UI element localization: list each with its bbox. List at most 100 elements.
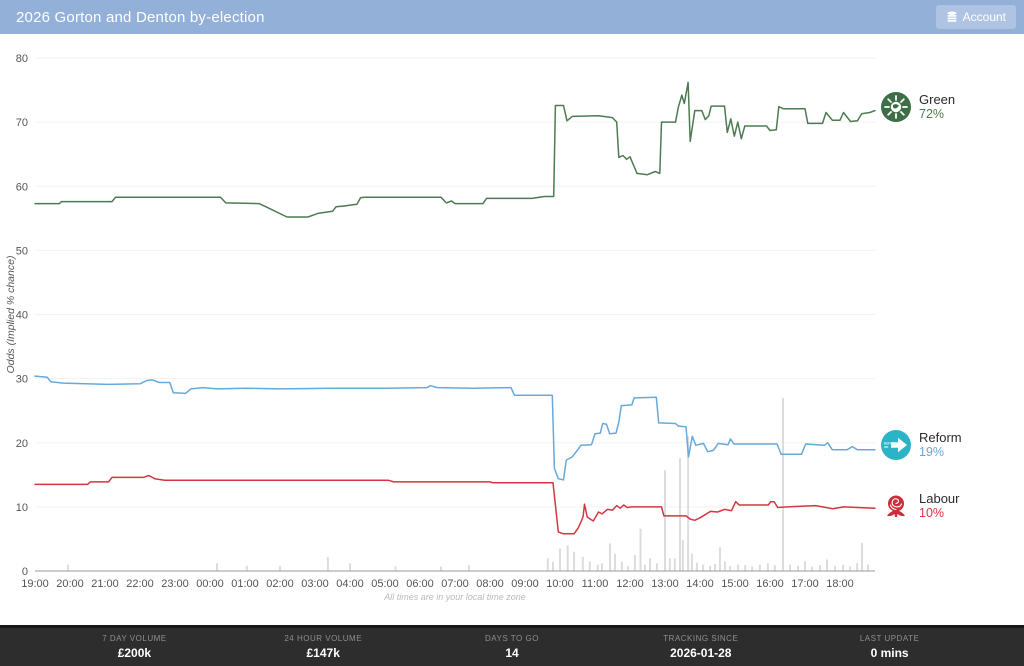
volume-bar [766, 563, 769, 571]
x-tick-label: 06:00 [406, 578, 434, 590]
y-tick-label: 20 [16, 438, 28, 450]
volume-bar [620, 561, 623, 571]
volume-bar [842, 564, 845, 571]
x-tick-label: 02:00 [266, 578, 294, 590]
account-button[interactable]: Account [935, 5, 1016, 29]
volume-bar [737, 564, 740, 571]
stat-label: LAST UPDATE [859, 634, 920, 643]
volume-bar [695, 562, 698, 571]
svg-text:REFORM: REFORM [884, 442, 898, 446]
volume-bar [819, 565, 821, 571]
timezone-note: All times are in your local time zone [383, 592, 526, 602]
y-axis-labels: 0 10 20 30 40 50 60 70 80 [16, 53, 28, 578]
legend-name-labour: Labour [919, 491, 960, 506]
volume-bar [649, 558, 651, 571]
volume-bar [773, 565, 776, 571]
x-tick-label: 05:00 [371, 578, 399, 590]
y-tick-label: 0 [22, 566, 28, 578]
x-tick-label: 18:00 [826, 578, 854, 590]
stat-24-hour-volume: 24 HOUR VOLUME £147k [229, 634, 418, 660]
stat-label: 24 HOUR VOLUME [284, 634, 363, 643]
volume-bar [440, 566, 442, 571]
stat-value: £147k [306, 646, 340, 660]
volume-bar [811, 566, 813, 571]
volume-bar [546, 558, 549, 571]
volume-bar [751, 566, 754, 571]
stat-label: 7 DAY VOLUME [102, 634, 167, 643]
labour-rose-icon [881, 491, 911, 521]
volume-bar [349, 563, 351, 571]
x-tick-label: 08:00 [476, 578, 504, 590]
odds-chart-canvas[interactable]: 0 10 20 30 40 50 60 70 80 Odds (Implied % chance)… [0, 34, 1024, 625]
volume-bar [719, 547, 721, 571]
volume-bar [861, 542, 863, 571]
volume-bar [279, 565, 281, 571]
volume-bar [789, 564, 791, 571]
stats-footer: 7 DAY VOLUME £200k 24 HOUR VOLUME £147k … [0, 625, 1024, 666]
volume-bar [664, 470, 666, 571]
odds-chart: 0 10 20 30 40 50 60 70 80 Odds (Implied % chance)… [0, 34, 1024, 625]
volume-bar [245, 565, 248, 571]
volume-bar [673, 558, 676, 571]
volume-bar [856, 563, 859, 571]
legend-item-reform: REFORM UK Reform 19% [881, 430, 1021, 460]
x-tick-label: 16:00 [756, 578, 784, 590]
volume-bar [729, 565, 732, 571]
volume-bar [849, 566, 852, 571]
volume-bar [782, 397, 784, 571]
green-party-icon [881, 92, 911, 122]
series-lines [34, 81, 876, 535]
series-line-green [34, 81, 876, 218]
volume-bar [867, 564, 869, 571]
x-tick-label: 17:00 [791, 578, 819, 590]
volume-bar [709, 565, 712, 571]
stat-label: TRACKING SINCE [663, 634, 739, 643]
x-tick-label: 13:00 [651, 578, 679, 590]
svg-text:UK: UK [884, 445, 889, 449]
volume-bar [797, 565, 799, 571]
x-tick-label: 12:00 [616, 578, 644, 590]
account-button-label: Account [962, 10, 1006, 24]
volume-bar [394, 566, 397, 571]
stat-tracking-since: TRACKING SINCE 2026-01-28 [606, 634, 795, 660]
y-tick-label: 80 [16, 53, 28, 65]
volume-bar [804, 561, 806, 571]
volume-bar [681, 540, 684, 571]
legend-value-green: 72% [919, 107, 945, 121]
x-tick-label: 19:00 [21, 578, 49, 590]
volume-bar [588, 561, 591, 571]
volume-bars [66, 397, 869, 571]
legend-item-labour: Labour 10% [881, 491, 1021, 521]
volume-bar [668, 558, 671, 571]
legend-name-reform: Reform [919, 430, 962, 445]
volume-bar [633, 555, 636, 571]
volume-bar [690, 553, 693, 571]
series-line-reform [34, 375, 876, 481]
x-tick-label: 00:00 [196, 578, 224, 590]
x-tick-label: 20:00 [56, 578, 84, 590]
timezone-note-text: All times are in your local time zone [383, 592, 526, 602]
legend-value-labour: 10% [919, 506, 945, 520]
volume-bar [679, 458, 681, 571]
volume-bar [644, 564, 646, 571]
y-tick-label: 10 [16, 502, 28, 514]
stat-label: DAYS TO GO [485, 634, 539, 643]
y-axis-title: Odds (Implied % chance) [5, 256, 17, 374]
volume-bar [326, 556, 329, 571]
x-tick-label: 01:00 [231, 578, 259, 590]
volume-bar [559, 548, 561, 571]
x-axis-labels: 19:00 20:00 21:00 22:00 23:00 00:00 01:00 02:00… [21, 578, 854, 590]
x-tick-label: 10:00 [546, 578, 574, 590]
volume-bar [609, 543, 611, 571]
coins-icon [946, 11, 958, 23]
x-tick-label: 22:00 [126, 578, 154, 590]
volume-bar [826, 559, 828, 571]
x-tick-label: 21:00 [91, 578, 119, 590]
legend-item-green: Green 72% [881, 92, 1021, 122]
stat-days-to-go: DAYS TO GO 14 [418, 634, 607, 660]
volume-bar [216, 563, 218, 571]
legend-value-reform: 19% [919, 445, 945, 459]
volume-bar [834, 565, 837, 571]
x-tick-label: 23:00 [161, 578, 189, 590]
x-tick-label: 15:00 [721, 578, 749, 590]
